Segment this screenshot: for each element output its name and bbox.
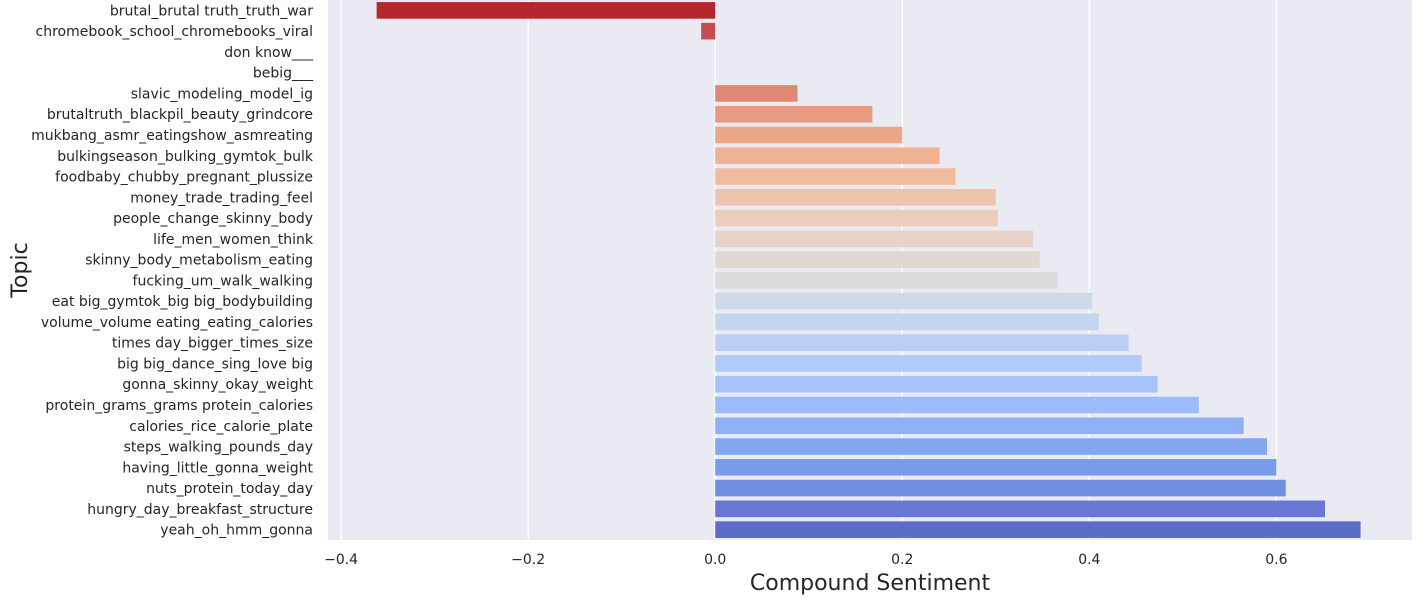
bar: [715, 292, 1093, 310]
y-axis-title: Topic: [8, 242, 33, 298]
y-tick-label: chromebook_school_chromebooks_viral: [36, 24, 314, 40]
y-tick-label: fucking_um_walk_walking: [133, 273, 313, 289]
y-tick-label: slavic_modeling_model_ig: [131, 86, 313, 102]
bar: [715, 168, 956, 185]
y-tick-label: having_little_gonna_weight: [122, 460, 313, 476]
y-tick-label: brutaltruth_blackpil_beauty_grindcore: [47, 107, 313, 123]
y-tick-labels: brutal_brutal truth_truth_war chromebook_…: [31, 3, 314, 538]
y-tick-label: big big_dance_sing_love big: [117, 356, 313, 372]
y-tick-label: volume_volume eating_eating_calories: [41, 315, 313, 331]
bar: [715, 334, 1129, 351]
x-tick-label: 0.0: [704, 552, 726, 568]
x-tick-label: −0.2: [511, 552, 545, 568]
x-tick-label: 0.6: [1265, 552, 1287, 568]
bar: [701, 22, 716, 40]
y-tick-label: steps_walking_pounds_day: [124, 440, 313, 456]
bar: [715, 85, 798, 102]
y-tick-label: mukbang_asmr_eatingshow_asmreating: [31, 128, 313, 144]
y-tick-label: people_change_skinny_body: [113, 211, 313, 227]
bar: [715, 459, 1277, 476]
bar: [715, 417, 1244, 435]
y-tick-label: calories_rice_calorie_plate: [129, 419, 313, 435]
x-tick-labels: −0.4 −0.2 0.0 0.2 0.4 0.6: [324, 552, 1288, 568]
y-tick-label: yeah_oh_hmm_gonna: [160, 523, 313, 539]
y-tick-label: hungry_day_breakfast_structure: [87, 502, 313, 518]
bar: [715, 500, 1326, 518]
bar: [715, 189, 996, 206]
y-tick-label: bulkingseason_bulking_gymtok_bulk: [57, 149, 314, 165]
bar: [715, 313, 1099, 331]
y-tick-label: eat big_gymtok_big big_bodybuilding: [52, 294, 313, 310]
y-tick-label: nuts_protein_today_day: [146, 481, 313, 497]
bar: [715, 479, 1286, 497]
y-tick-label: life_men_women_think: [153, 232, 314, 248]
bar: [715, 438, 1268, 455]
bar: [715, 272, 1058, 289]
x-tick-label: 0.4: [1078, 552, 1100, 568]
x-tick-label: −0.4: [324, 552, 358, 568]
y-tick-label: money_trade_trading_feel: [130, 190, 313, 206]
x-tick-label: 0.2: [891, 552, 913, 568]
bar: [715, 105, 873, 123]
bar: [715, 251, 1040, 268]
bar: [715, 396, 1199, 414]
bars: [376, 2, 1361, 538]
y-tick-label: brutal_brutal truth_truth_war: [110, 3, 313, 19]
bar: [715, 230, 1034, 248]
y-tick-label: foodbaby_chubby_pregnant_plussize: [55, 170, 313, 186]
y-tick-label: gonna_skinny_okay_weight: [122, 377, 313, 393]
x-axis-title: Compound Sentiment: [750, 571, 991, 596]
y-tick-label: skinny_body_metabolism_eating: [85, 253, 313, 269]
y-tick-label: protein_grams_grams protein_calories: [45, 398, 313, 414]
bar: [376, 2, 716, 19]
y-tick-label: don know___: [224, 45, 314, 61]
y-tick-label: bebig___: [253, 66, 314, 82]
bar: [715, 209, 998, 227]
bar: [715, 521, 1361, 538]
bar: [715, 126, 903, 144]
y-tick-label: times day_bigger_times_size: [112, 336, 313, 352]
bar: [715, 355, 1142, 372]
bar: [715, 375, 1158, 393]
bar: [715, 147, 940, 165]
